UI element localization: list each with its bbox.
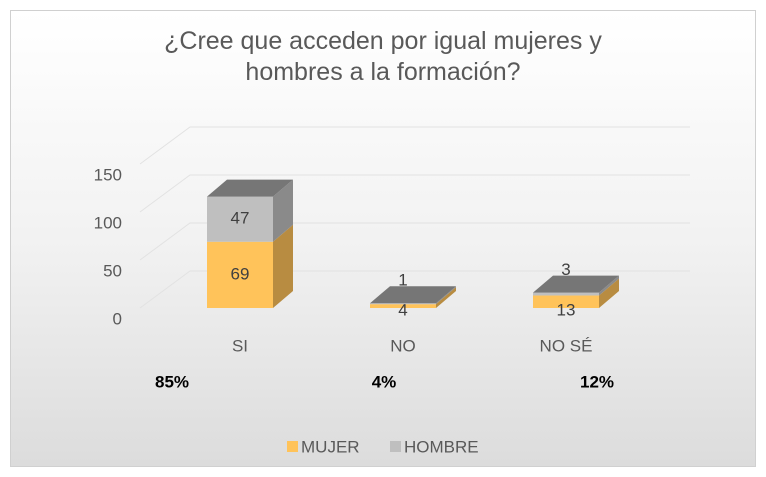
chart-area	[10, 10, 756, 467]
value-label: 47	[231, 209, 250, 228]
value-label: 3	[561, 260, 570, 279]
bar	[207, 241, 273, 308]
bar	[370, 303, 436, 305]
annotation: 4%	[372, 372, 397, 391]
bar	[533, 292, 599, 296]
bar-side	[273, 179, 293, 242]
legend-swatch	[287, 441, 298, 452]
grid-line	[139, 270, 690, 309]
x-tick-label: SI	[232, 336, 248, 355]
grid-line	[139, 222, 690, 261]
legend-label: MUJER	[301, 437, 360, 456]
bar-side	[436, 286, 456, 305]
chart-title: ¿Cree que acceden por igual mujeres y ho…	[164, 27, 602, 86]
bar-side	[273, 224, 293, 308]
bar	[207, 196, 273, 242]
title-box: ¿Cree que acceden por igual mujeres y ho…	[0, 26, 766, 88]
y-tick-label: 150	[94, 165, 122, 184]
bar	[533, 295, 599, 308]
y-tick-label: 50	[103, 261, 122, 280]
bar-top	[533, 275, 619, 293]
legend-swatch	[390, 441, 401, 452]
value-label: 13	[557, 300, 576, 319]
y-tick-label: 0	[113, 309, 122, 328]
grid-line	[139, 174, 690, 213]
bar	[370, 304, 436, 308]
y-tick-label: 100	[94, 213, 122, 232]
x-tick-label: NO	[390, 336, 416, 355]
value-label: 69	[231, 264, 250, 283]
bar-side	[599, 275, 619, 296]
annotation: 12%	[580, 372, 614, 391]
x-tick-label: NO SÉ	[540, 336, 593, 355]
bar-top	[207, 179, 293, 197]
bar-side	[436, 287, 456, 308]
value-label: 4	[398, 300, 407, 319]
bar-top	[370, 286, 456, 304]
legend-label: HOMBRE	[404, 437, 479, 456]
value-label: 1	[398, 271, 407, 290]
annotation: 85%	[155, 372, 189, 391]
bar-side	[599, 278, 619, 308]
grid-line	[139, 126, 690, 165]
